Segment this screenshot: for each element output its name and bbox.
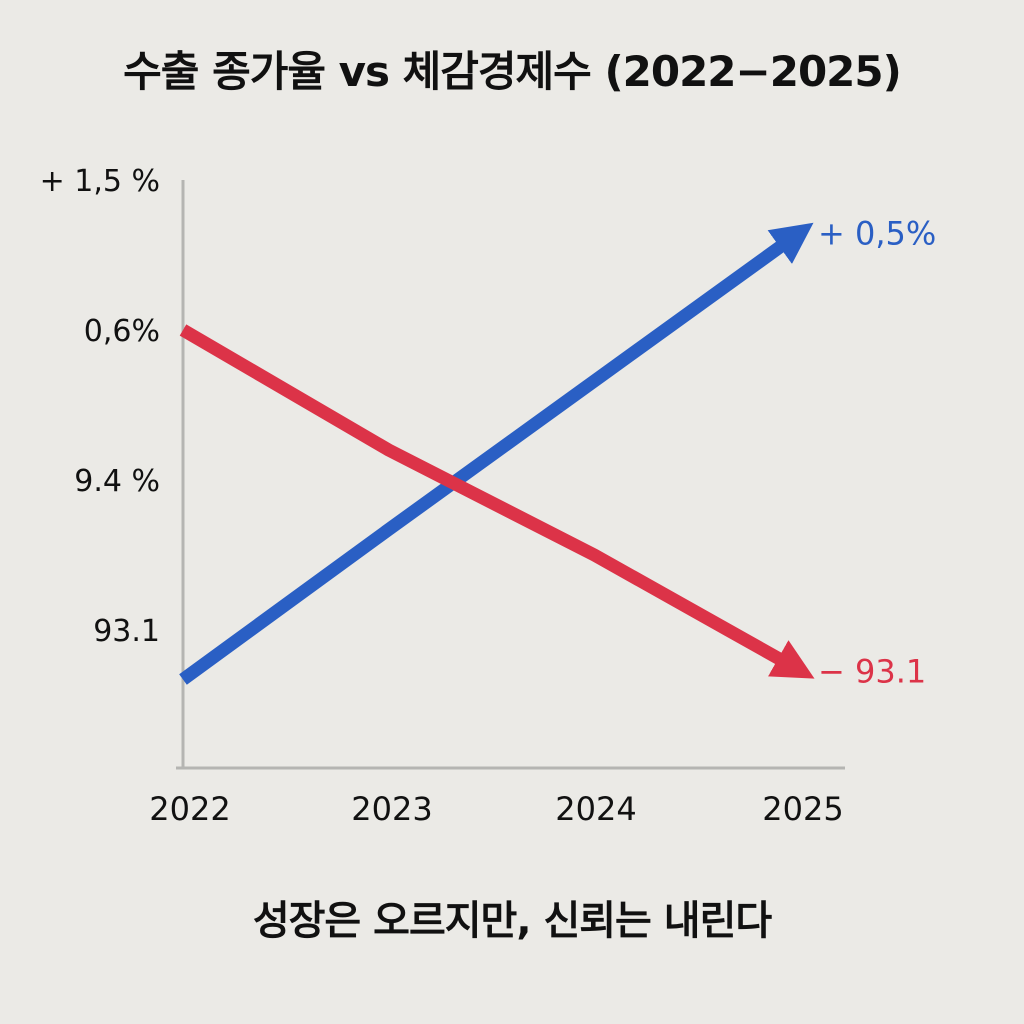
x-tick-label: 2023 — [351, 790, 432, 828]
series-end-label: − 93.1 — [818, 653, 926, 691]
y-tick-label: 93.1 — [93, 614, 160, 649]
y-tick-label: 0,6% — [84, 314, 160, 349]
series-line-0 — [179, 222, 814, 685]
chart-title: 수출 종가율 vs 체감경제수 (2022−2025) — [123, 47, 902, 96]
x-tick-label: 2025 — [762, 790, 843, 828]
chart-subtitle: 성장은 오르지만, 신뢰는 내린다 — [252, 898, 772, 944]
y-tick-label: + 1,5 % — [40, 164, 160, 199]
series-line-1 — [179, 324, 815, 679]
series-end-label: + 0,5% — [818, 215, 936, 253]
x-tick-label: 2022 — [149, 790, 230, 828]
x-tick-label: 2024 — [555, 790, 636, 828]
y-tick-label: 9.4 % — [74, 464, 160, 499]
